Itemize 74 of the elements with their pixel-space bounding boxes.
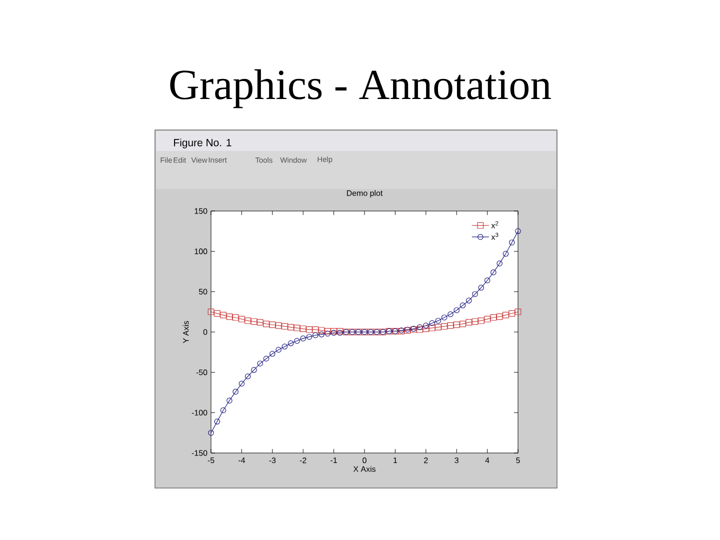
point [238, 380, 245, 387]
point [508, 240, 515, 246]
point [275, 322, 282, 329]
point [502, 312, 509, 318]
point [263, 320, 270, 328]
point [460, 302, 466, 308]
point [454, 307, 460, 314]
point [208, 308, 214, 316]
point [422, 326, 430, 332]
point [282, 344, 288, 350]
point [441, 314, 448, 320]
point [232, 314, 239, 321]
point [214, 418, 220, 424]
point [257, 360, 264, 366]
point [429, 320, 435, 326]
point [281, 323, 288, 330]
point [288, 324, 294, 330]
point [306, 326, 312, 333]
point [496, 313, 503, 320]
point [416, 324, 423, 330]
point [324, 330, 331, 337]
point [214, 310, 220, 317]
point [270, 350, 276, 357]
point [256, 319, 264, 326]
point [466, 319, 472, 326]
point [502, 250, 509, 257]
point [300, 336, 306, 342]
point [478, 284, 484, 291]
point [441, 323, 448, 330]
point [416, 326, 423, 333]
point [460, 320, 466, 328]
point [294, 338, 300, 344]
point [428, 324, 436, 332]
point [324, 328, 331, 334]
point [478, 318, 484, 324]
point [435, 318, 442, 324]
point [318, 332, 324, 338]
point [472, 291, 478, 297]
point [453, 322, 460, 328]
point [484, 316, 491, 322]
point [514, 308, 522, 316]
point [238, 316, 245, 322]
point [306, 334, 312, 340]
point [300, 326, 306, 332]
point [490, 269, 496, 276]
point [490, 314, 497, 321]
point [508, 310, 516, 317]
point [276, 346, 282, 353]
point [434, 324, 442, 330]
point [318, 327, 325, 334]
point [263, 356, 270, 362]
text: Graphics - Annotation [170, 69, 551, 108]
point [312, 326, 319, 333]
point [312, 332, 318, 338]
point [294, 324, 300, 332]
point [220, 407, 226, 414]
point [251, 367, 257, 373]
point [250, 318, 258, 325]
point [448, 311, 454, 318]
text: Figure No. 1 [174, 138, 232, 148]
point [232, 388, 238, 395]
point [226, 398, 232, 404]
point [220, 312, 226, 318]
point [269, 322, 276, 328]
point [484, 277, 490, 284]
point [466, 298, 472, 304]
point [496, 260, 502, 266]
point [447, 322, 454, 329]
point [244, 318, 252, 324]
point [472, 318, 478, 325]
point [423, 322, 429, 328]
point [288, 340, 294, 346]
point [226, 313, 233, 320]
point [244, 373, 251, 380]
